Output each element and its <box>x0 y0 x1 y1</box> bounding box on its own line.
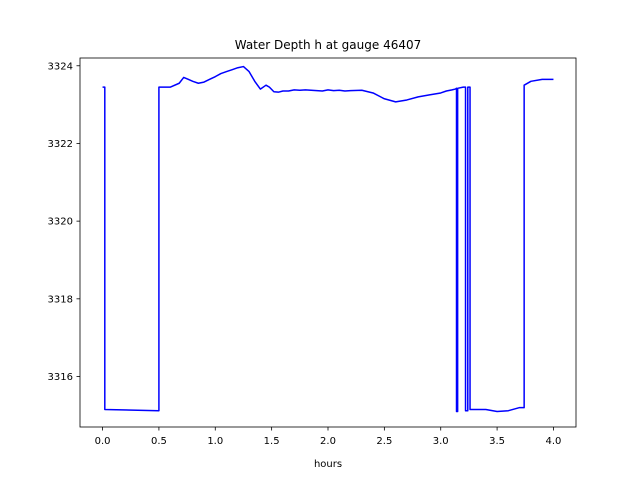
y-tick-label: 3322 <box>48 139 73 150</box>
x-tick-label: 3.5 <box>489 436 505 447</box>
x-tick-label: 1.0 <box>207 436 223 447</box>
x-tick-label: 2.0 <box>320 436 336 447</box>
y-tick-label: 3324 <box>48 61 73 72</box>
x-tick-label: 0.5 <box>151 436 167 447</box>
y-axis: 3316 3318 3320 3322 3324 <box>48 61 80 383</box>
plot-frame <box>79 57 577 428</box>
x-axis: 0.0 0.5 1.0 1.5 2.0 2.5 3.0 3.5 4.0 <box>95 427 562 447</box>
plot-area <box>102 65 554 413</box>
x-tick-label: 4.0 <box>546 436 562 447</box>
x-tick-label: 3.0 <box>433 436 449 447</box>
chart-title: Water Depth h at gauge 46407 <box>235 38 422 52</box>
y-tick-label: 3320 <box>48 217 73 228</box>
x-tick-label: 1.5 <box>264 436 280 447</box>
x-tick-label: 0.0 <box>95 436 111 447</box>
y-tick-label: 3318 <box>48 294 73 305</box>
series-line-0 <box>102 65 554 413</box>
y-tick-label: 3316 <box>48 372 73 383</box>
x-tick-label: 2.5 <box>376 436 392 447</box>
x-axis-label: hours <box>314 459 342 470</box>
